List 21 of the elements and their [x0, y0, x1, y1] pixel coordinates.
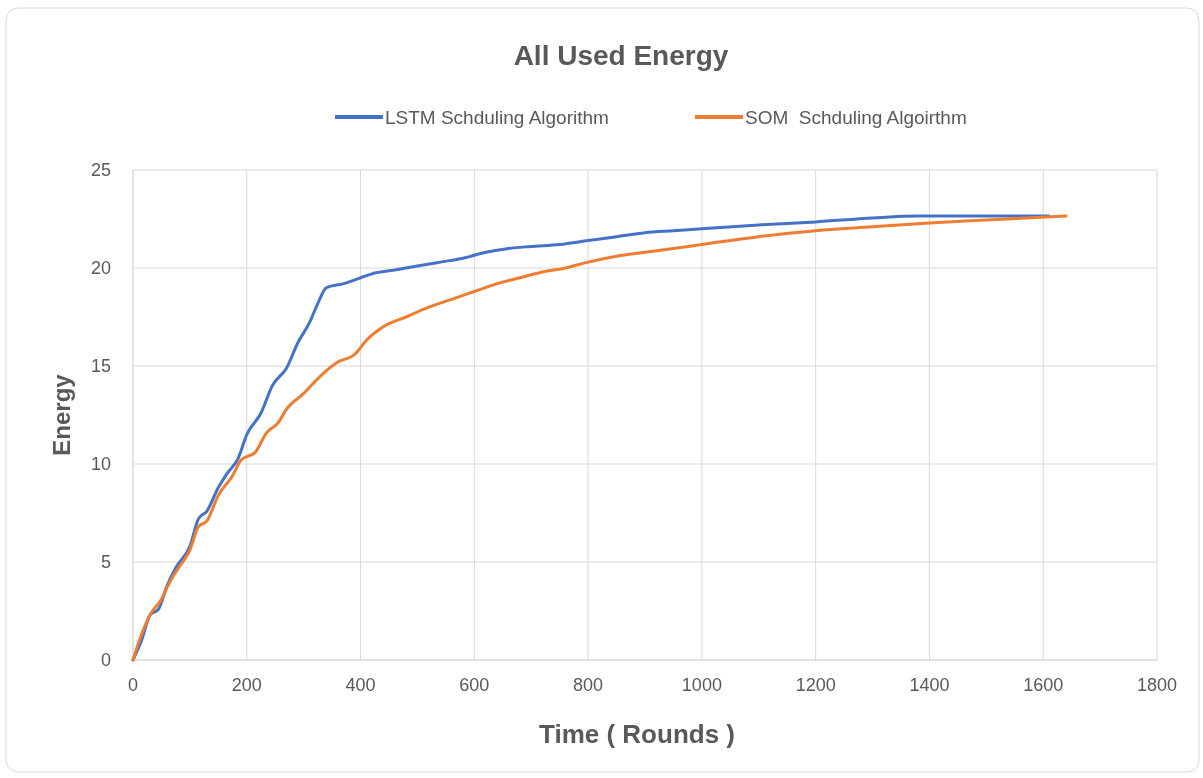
chart-title: All Used Energy — [513, 40, 729, 71]
x-axis-title: Time ( Rounds ) — [539, 719, 735, 749]
y-axis-title: Energy — [48, 373, 75, 456]
x-tick-label: 1000 — [681, 675, 722, 695]
x-tick-label: 1400 — [909, 675, 950, 695]
x-tick-label: 200 — [231, 675, 262, 695]
x-tick-label: 0 — [127, 675, 139, 695]
x-tick-label: 400 — [345, 675, 376, 695]
legend-label: SOM Schduling Algoirthm — [745, 107, 967, 128]
x-tick-label: 1600 — [1023, 675, 1064, 695]
y-tick-label: 20 — [90, 258, 111, 278]
x-tick-label: 800 — [573, 675, 604, 695]
x-tick-label: 1200 — [795, 675, 836, 695]
legend-label: LSTM Schduling Algorithm — [385, 107, 609, 128]
x-tick-label: 600 — [459, 675, 490, 695]
y-tick-label: 10 — [90, 454, 111, 474]
y-tick-label: 5 — [100, 552, 111, 572]
y-tick-label: 0 — [100, 650, 111, 670]
y-tick-label: 15 — [90, 356, 111, 376]
y-tick-label: 25 — [90, 160, 111, 180]
x-tick-label: 1800 — [1136, 675, 1178, 695]
